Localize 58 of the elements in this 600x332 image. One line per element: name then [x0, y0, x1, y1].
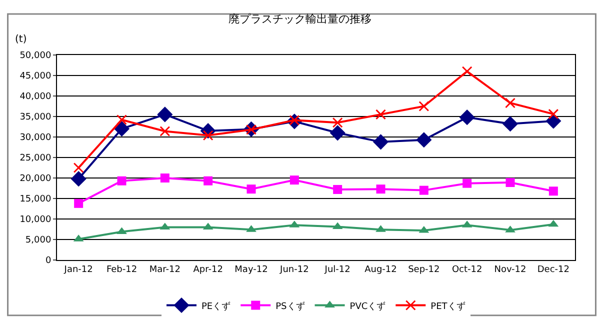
x-tick-label: Oct-12	[452, 264, 482, 275]
point	[548, 186, 558, 196]
y-tick-label: 0	[45, 256, 52, 266]
x-tick-label: Nov-12	[494, 264, 526, 275]
point	[459, 110, 475, 126]
legend-label: PETくず	[430, 300, 466, 312]
y-axis-title: (t)	[15, 34, 27, 45]
point	[160, 174, 170, 182]
point	[502, 116, 518, 132]
x-tick-label: Mar-12	[149, 264, 180, 275]
point	[372, 134, 389, 150]
point	[462, 66, 472, 77]
y-tick-label: 40,000	[20, 92, 52, 102]
x-tick-label: Feb-12	[106, 264, 138, 275]
legend-label: PSくず	[276, 300, 305, 312]
y-tick-label: 30,000	[20, 133, 52, 144]
point	[462, 178, 472, 188]
point	[548, 108, 559, 120]
x-tick-label: Sep-12	[408, 264, 440, 275]
y-tick-label: 5,000	[25, 236, 52, 246]
point	[117, 176, 126, 186]
point	[157, 106, 173, 122]
point	[74, 198, 84, 208]
point	[506, 178, 515, 188]
legend-label: PEくず	[202, 300, 231, 312]
x-tick-label: Jun-12	[279, 264, 309, 275]
point	[419, 186, 428, 195]
point	[290, 176, 299, 185]
x-tick-label: Dec-12	[537, 264, 570, 275]
x-tick-label: Jan-12	[63, 264, 93, 275]
point	[73, 162, 84, 173]
y-tick-label: 45,000	[20, 72, 52, 82]
y-tick-label: 20,000	[20, 174, 52, 184]
point	[246, 184, 256, 194]
point	[160, 126, 170, 137]
point	[505, 98, 516, 108]
point	[416, 132, 432, 148]
x-tick-label: Aug-12	[364, 264, 397, 275]
point	[114, 121, 130, 137]
y-tick-label: 10,000	[20, 215, 52, 226]
point	[376, 109, 386, 120]
point	[418, 101, 430, 112]
x-tick-label: Apr-12	[193, 264, 223, 275]
point	[333, 184, 342, 194]
chart-title: 廃プラスチック輸出量の推移	[228, 12, 372, 26]
legend-label: PVCくず	[350, 300, 386, 312]
x-tick-label: May-12	[234, 264, 268, 275]
x-tick-label: Jul-12	[324, 264, 350, 275]
point	[376, 184, 386, 194]
point	[330, 125, 346, 141]
y-tick-label: 35,000	[20, 112, 52, 123]
point	[204, 176, 213, 186]
y-tick-label: 25,000	[20, 154, 52, 164]
y-tick-label: 50,000	[20, 51, 52, 62]
point	[116, 114, 127, 126]
y-tick-label: 15,000	[20, 194, 52, 205]
point	[70, 171, 86, 187]
point	[332, 117, 343, 128]
